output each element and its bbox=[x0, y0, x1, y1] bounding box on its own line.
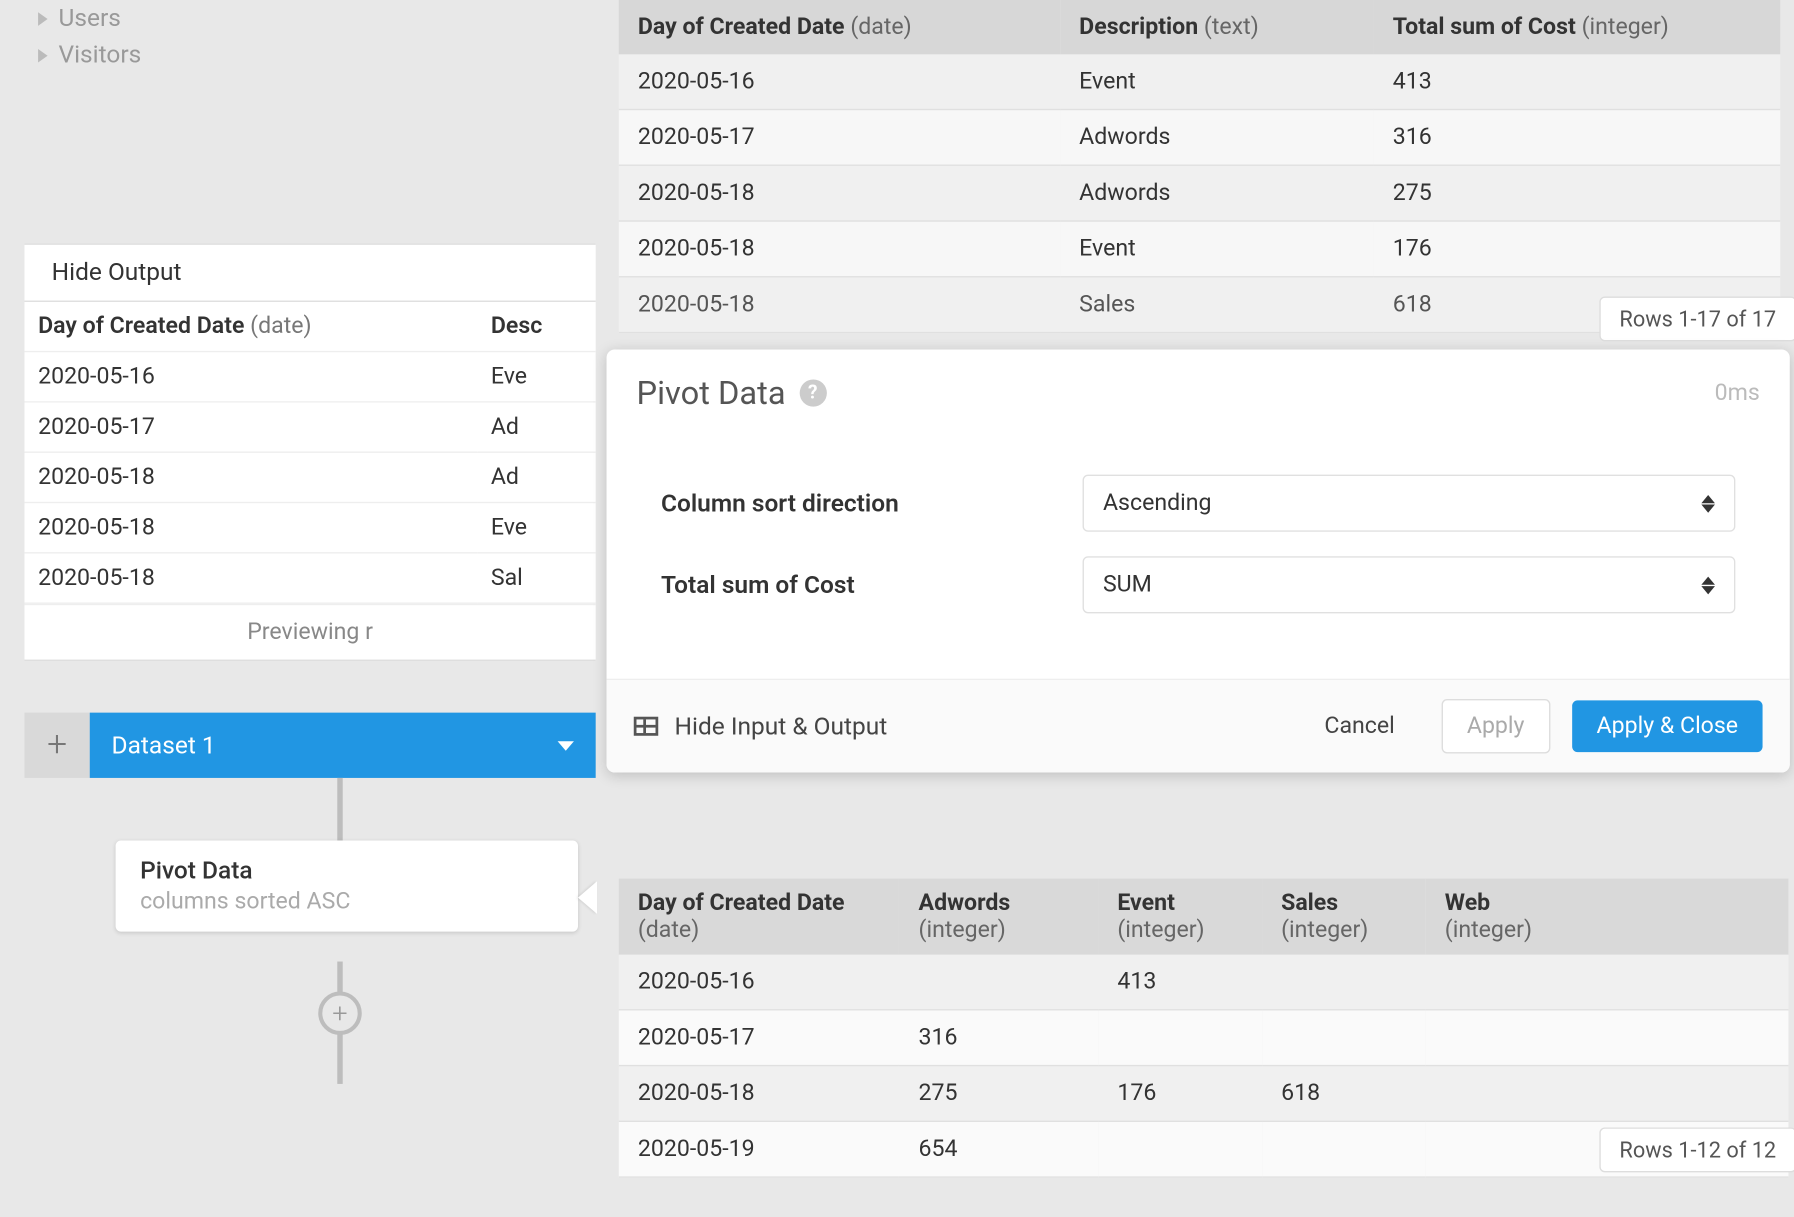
column-header[interactable]: Day of Created Date (date) bbox=[619, 0, 1060, 54]
input-table-wrap: Day of Created Date (date) Description (… bbox=[619, 0, 1780, 333]
pivot-node-subtitle: columns sorted ASC bbox=[140, 888, 553, 915]
pivot-node-title: Pivot Data bbox=[140, 857, 553, 886]
table-row: 2020-05-16Eve bbox=[24, 352, 595, 402]
table-row: 2020-05-16413 bbox=[619, 955, 1789, 1010]
table-row: 2020-05-18275176618 bbox=[619, 1066, 1789, 1122]
column-header[interactable]: Day of Created Date (date) bbox=[24, 302, 477, 352]
chevron-right-icon bbox=[38, 12, 48, 26]
caret-down-icon bbox=[558, 741, 574, 751]
hide-io-label: Hide Input & Output bbox=[675, 712, 888, 741]
sort-direction-label: Column sort direction bbox=[661, 489, 1083, 518]
rows-badge: Rows 1-17 of 17 bbox=[1599, 296, 1794, 341]
select-value: Ascending bbox=[1103, 490, 1212, 517]
footer-actions: Cancel Apply Apply & Close bbox=[1300, 699, 1763, 753]
dataset-bar: + Dataset 1 bbox=[24, 713, 595, 778]
modal-title-text: Pivot Data bbox=[636, 374, 785, 412]
column-header[interactable]: Web(integer) bbox=[1426, 879, 1789, 955]
tree-label: Visitors bbox=[58, 41, 141, 70]
table-row: 2020-05-17Adwords316 bbox=[619, 109, 1780, 165]
hide-io-button[interactable]: Hide Input & Output bbox=[634, 712, 887, 741]
modal-footer: Hide Input & Output Cancel Apply Apply &… bbox=[607, 679, 1790, 773]
chevron-right-icon bbox=[38, 48, 48, 62]
previewing-label: Previewing r bbox=[24, 604, 595, 661]
hide-output-panel: Hide Output Day of Created Date (date) D… bbox=[24, 243, 595, 661]
add-dataset-button[interactable]: + bbox=[24, 713, 89, 778]
select-arrows-icon bbox=[1701, 576, 1715, 594]
connector-line bbox=[337, 778, 342, 842]
tree-label: Users bbox=[58, 4, 120, 33]
column-header[interactable]: Day of Created Date(date) bbox=[619, 879, 900, 955]
background-table: Day of Created Date (date) Desc 2020-05-… bbox=[24, 302, 595, 604]
dataset-tab[interactable]: Dataset 1 bbox=[90, 713, 596, 778]
column-header[interactable]: Description (text) bbox=[1060, 0, 1374, 54]
aggregation-label: Total sum of Cost bbox=[661, 571, 1083, 600]
help-icon[interactable]: ? bbox=[799, 379, 826, 406]
form-row-sort: Column sort direction Ascending bbox=[661, 475, 1735, 532]
pivot-modal: Pivot Data ? 0ms Column sort direction A… bbox=[607, 350, 1790, 773]
modal-time: 0ms bbox=[1715, 379, 1760, 406]
form-row-agg: Total sum of Cost SUM bbox=[661, 556, 1735, 613]
column-header[interactable]: Event(integer) bbox=[1098, 879, 1262, 955]
modal-header: Pivot Data ? 0ms bbox=[607, 350, 1790, 423]
table-row: 2020-05-18Ad bbox=[24, 452, 595, 502]
pivot-node[interactable]: Pivot Data columns sorted ASC bbox=[116, 840, 578, 931]
column-header[interactable]: Adwords(integer) bbox=[899, 879, 1098, 955]
table-row: 2020-05-18Event176 bbox=[619, 221, 1780, 277]
apply-close-button[interactable]: Apply & Close bbox=[1572, 700, 1762, 752]
modal-title: Pivot Data ? bbox=[636, 374, 826, 412]
select-arrows-icon bbox=[1701, 494, 1715, 512]
tree-item-users[interactable]: Users bbox=[24, 0, 595, 37]
sort-direction-select[interactable]: Ascending bbox=[1083, 475, 1736, 532]
modal-body: Column sort direction Ascending Total su… bbox=[607, 423, 1790, 679]
cancel-button[interactable]: Cancel bbox=[1300, 700, 1419, 752]
node-pointer bbox=[578, 881, 597, 914]
rows-badge: Rows 1-12 of 12 bbox=[1599, 1127, 1794, 1172]
sidebar-tree: Users Visitors bbox=[24, 0, 595, 73]
column-header[interactable]: Desc bbox=[477, 302, 595, 352]
table-row: 2020-05-18Adwords275 bbox=[619, 165, 1780, 221]
input-table: Day of Created Date (date) Description (… bbox=[619, 0, 1780, 333]
add-step-button[interactable]: + bbox=[318, 991, 362, 1035]
table-icon bbox=[634, 717, 658, 736]
aggregation-select[interactable]: SUM bbox=[1083, 556, 1736, 613]
dataset-tab-label: Dataset 1 bbox=[112, 731, 216, 760]
column-header[interactable]: Sales(integer) bbox=[1262, 879, 1426, 955]
tree-item-visitors[interactable]: Visitors bbox=[24, 37, 595, 74]
select-value: SUM bbox=[1103, 571, 1152, 598]
table-row: 2020-05-18Eve bbox=[24, 503, 595, 553]
table-row: 2020-05-17316 bbox=[619, 1010, 1789, 1066]
table-row: 2020-05-16Event413 bbox=[619, 54, 1780, 109]
hide-output-button[interactable]: Hide Output bbox=[24, 245, 595, 302]
column-header[interactable]: Total sum of Cost (integer) bbox=[1374, 0, 1781, 54]
table-row: 2020-05-17Ad bbox=[24, 402, 595, 452]
output-table-wrap: Day of Created Date(date) Adwords(intege… bbox=[619, 879, 1789, 1178]
table-row: 2020-05-18Sal bbox=[24, 553, 595, 603]
apply-button[interactable]: Apply bbox=[1441, 699, 1550, 753]
